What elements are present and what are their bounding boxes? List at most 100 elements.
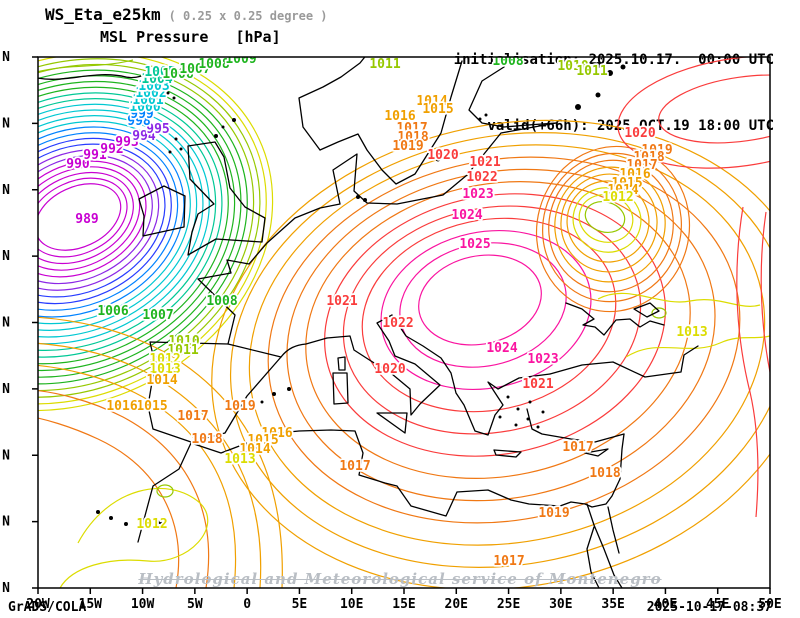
svg-text:1014: 1014 xyxy=(239,442,270,457)
svg-text:995: 995 xyxy=(146,122,169,137)
svg-text:1015: 1015 xyxy=(422,102,453,117)
svg-text:999: 999 xyxy=(130,107,153,122)
svg-text:5E: 5E xyxy=(292,597,308,612)
svg-text:998: 998 xyxy=(127,114,151,129)
grid-resolution-note: ( 0.25 x 0.25 degree ) xyxy=(168,9,328,23)
svg-text:1002: 1002 xyxy=(135,86,166,101)
svg-text:30E: 30E xyxy=(549,597,572,612)
run-info: initialisation: 2025.10.17. 00:00 UTC va… xyxy=(454,5,774,181)
svg-text:N: N xyxy=(2,448,10,463)
svg-text:1004: 1004 xyxy=(141,72,172,87)
svg-text:989: 989 xyxy=(75,212,98,227)
svg-text:1007: 1007 xyxy=(142,308,173,323)
chart-title-line: WS_Eta_e25km ( 0.25 x 0.25 degree ) xyxy=(45,5,328,24)
svg-text:10E: 10E xyxy=(340,597,363,612)
svg-text:1018: 1018 xyxy=(633,150,664,165)
svg-text:1016: 1016 xyxy=(619,167,650,182)
svg-text:1008: 1008 xyxy=(198,57,229,72)
svg-text:993: 993 xyxy=(115,135,138,150)
svg-text:1014: 1014 xyxy=(146,373,177,388)
svg-text:1018: 1018 xyxy=(191,432,222,447)
isobar-labels: 9899909919929939949959989991000100110021… xyxy=(65,52,710,571)
svg-text:N: N xyxy=(2,382,10,397)
svg-text:10W: 10W xyxy=(131,597,155,612)
svg-text:1011: 1011 xyxy=(167,343,198,358)
svg-text:1014: 1014 xyxy=(416,94,447,109)
svg-text:1011: 1011 xyxy=(369,57,400,72)
svg-text:1017: 1017 xyxy=(177,409,208,424)
svg-text:1020: 1020 xyxy=(427,148,458,163)
svg-text:1012: 1012 xyxy=(602,190,633,205)
svg-text:1008: 1008 xyxy=(492,54,523,69)
svg-text:1015: 1015 xyxy=(247,433,278,448)
svg-text:N: N xyxy=(2,515,10,530)
svg-text:1021: 1021 xyxy=(469,155,500,170)
svg-text:20E: 20E xyxy=(445,597,468,612)
svg-text:1009: 1009 xyxy=(225,52,256,67)
svg-text:1020: 1020 xyxy=(624,126,655,141)
svg-text:1020: 1020 xyxy=(374,362,405,377)
svg-text:1016: 1016 xyxy=(384,109,415,124)
svg-text:35E: 35E xyxy=(601,597,624,612)
svg-text:1022: 1022 xyxy=(466,170,497,185)
svg-text:1007: 1007 xyxy=(179,62,210,77)
svg-text:1013: 1013 xyxy=(676,325,707,340)
svg-text:1016: 1016 xyxy=(261,426,292,441)
svg-text:1015: 1015 xyxy=(136,399,167,414)
svg-text:1015: 1015 xyxy=(611,176,642,191)
svg-text:1013: 1013 xyxy=(224,452,255,467)
svg-text:20W: 20W xyxy=(26,597,50,612)
svg-text:N: N xyxy=(2,50,10,65)
svg-text:994: 994 xyxy=(132,129,156,144)
watermark: Hydrological and Meteorological service … xyxy=(138,570,662,588)
svg-text:1001: 1001 xyxy=(132,93,163,108)
svg-text:1021: 1021 xyxy=(326,294,357,309)
svg-text:1019: 1019 xyxy=(392,139,423,154)
svg-text:1006: 1006 xyxy=(162,67,193,82)
svg-text:1013: 1013 xyxy=(149,362,180,377)
svg-text:1017: 1017 xyxy=(396,121,427,136)
svg-text:1016: 1016 xyxy=(106,399,137,414)
svg-text:1017: 1017 xyxy=(493,554,524,569)
svg-text:990: 990 xyxy=(66,157,90,172)
svg-text:N: N xyxy=(2,316,10,331)
svg-text:15W: 15W xyxy=(79,597,103,612)
svg-text:1010: 1010 xyxy=(168,334,199,349)
svg-text:N: N xyxy=(2,581,10,596)
svg-text:N: N xyxy=(2,116,10,131)
svg-text:0: 0 xyxy=(243,597,251,612)
svg-text:1019: 1019 xyxy=(641,143,672,158)
svg-text:N: N xyxy=(2,249,10,264)
svg-text:1017: 1017 xyxy=(339,459,370,474)
axes: 20W 15W 10W 5W 0 5E 10E 15E 20E 25E 30E 35E 40E 45E 50… xyxy=(2,50,782,612)
map-area: 989 990 991 992 993 994 995 998 999 1000 1001 1002 1… xyxy=(2,50,782,612)
coastlines xyxy=(38,57,699,588)
svg-text:40E: 40E xyxy=(654,597,677,612)
svg-text:991: 991 xyxy=(83,148,107,163)
model-name: WS_Eta_e25km xyxy=(45,5,161,24)
svg-text:50E: 50E xyxy=(758,597,781,612)
svg-text:1022: 1022 xyxy=(382,316,413,331)
svg-text:1000: 1000 xyxy=(129,100,160,115)
svg-text:992: 992 xyxy=(100,142,123,157)
svg-text:1003: 1003 xyxy=(138,79,169,94)
svg-text:1018: 1018 xyxy=(589,466,620,481)
svg-text:1005: 1005 xyxy=(144,65,175,80)
svg-text:1011: 1011 xyxy=(576,64,607,79)
svg-text:1021: 1021 xyxy=(522,377,553,392)
svg-text:1006: 1006 xyxy=(97,304,128,319)
svg-text:15E: 15E xyxy=(392,597,415,612)
pressure-contour-map: 9899909919929939949959989991000100110021… xyxy=(2,50,782,612)
svg-text:1019: 1019 xyxy=(224,399,255,414)
svg-text:1024: 1024 xyxy=(451,208,482,223)
svg-text:1014: 1014 xyxy=(607,183,638,198)
svg-text:1010: 1010 xyxy=(557,59,588,74)
svg-text:1012: 1012 xyxy=(136,517,167,532)
svg-text:1019: 1019 xyxy=(538,506,569,521)
svg-text:1023: 1023 xyxy=(527,352,558,367)
svg-text:N: N xyxy=(2,183,10,198)
svg-text:1023: 1023 xyxy=(462,187,493,202)
svg-text:5W: 5W xyxy=(187,597,203,612)
